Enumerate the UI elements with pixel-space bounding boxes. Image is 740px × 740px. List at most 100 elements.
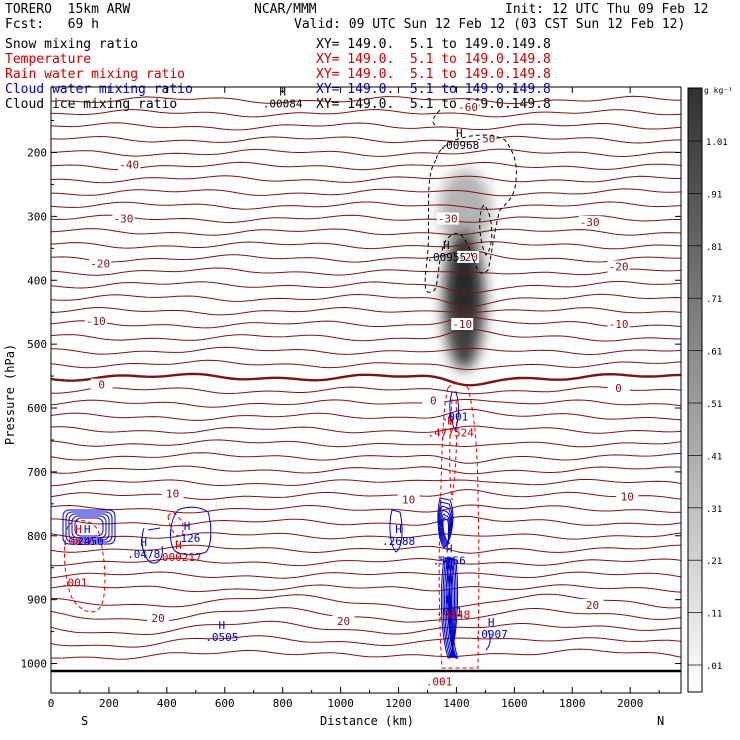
isotherm	[51, 557, 681, 567]
max-marker-h: H	[84, 523, 91, 536]
isotherm-label: 10	[621, 490, 634, 503]
isotherm-label: 10	[166, 487, 179, 500]
isotherm-label: -30	[113, 213, 133, 226]
cloud-water-contour	[440, 557, 459, 659]
cloud-water-contour	[141, 527, 163, 564]
max-marker-value: .2450	[71, 535, 104, 548]
isotherm	[51, 328, 681, 342]
max-marker-value: .001	[442, 411, 469, 424]
isotherm-label-bg	[451, 317, 474, 330]
cloud-water-contour	[438, 501, 453, 548]
x-tick-label: 800	[273, 697, 293, 710]
max-marker-value: .000217	[155, 551, 201, 564]
isotherm-label-bg	[161, 487, 184, 500]
y-tick-label: 700	[27, 466, 47, 479]
max-marker-h: H	[447, 415, 454, 428]
isotherm-label-bg	[607, 317, 630, 330]
isotherm	[51, 489, 681, 500]
isotherm	[51, 135, 681, 144]
legend-temperature-xy: XY= 149.0. 5.1 to 149.0.149.8	[316, 52, 551, 67]
isotherm	[51, 504, 681, 514]
max-marker-h: H	[75, 523, 82, 536]
isotherm	[51, 571, 681, 579]
header-center: NCAR/MMM	[254, 2, 317, 17]
colorbar-label: .81	[706, 243, 722, 253]
isotherm	[51, 201, 681, 210]
isotherm-label-bg	[147, 611, 170, 624]
cloud-water-contour	[440, 509, 451, 546]
isotherm	[51, 584, 681, 593]
cloud-ice-contour	[424, 109, 517, 293]
isotherm-label-bg	[436, 212, 459, 225]
isotherm-label-bg	[607, 381, 630, 394]
y-tick-label: 300	[27, 210, 47, 223]
isotherm-label-bg	[457, 250, 480, 263]
max-marker-value: .0907	[475, 628, 508, 641]
isotherm-label: -10	[609, 318, 629, 331]
y-tick-label: 200	[27, 147, 47, 160]
max-marker-value: .477524	[427, 427, 474, 440]
colorbar-label: 1.01	[706, 138, 728, 148]
isotherm	[51, 122, 681, 131]
isotherm-label: -60	[458, 101, 478, 114]
colorbar-label: .01	[706, 662, 722, 672]
max-marker-value: .00968	[439, 139, 479, 152]
cloud-water-contour	[445, 557, 459, 660]
isotherm	[51, 532, 681, 540]
colorbar-label: .21	[706, 557, 722, 567]
isotherm-label: 20	[152, 612, 165, 625]
max-marker-h: H	[184, 520, 191, 533]
max-marker-value: .5256	[433, 554, 466, 567]
cloud-water-contour	[62, 509, 116, 545]
cloud-water-contour	[449, 391, 459, 432]
isotherm-label: 10	[402, 494, 415, 507]
isotherm-label: -40	[119, 158, 139, 171]
max-marker-h: H	[446, 542, 453, 555]
isotherm	[51, 175, 681, 184]
isotherm-label: -20	[90, 257, 110, 270]
max-marker-value: .126	[174, 532, 201, 545]
header-valid: Valid: 09 UTC Sun 12 Feb 12 (03 CST Sun …	[294, 17, 686, 32]
isotherm	[51, 108, 681, 118]
cloud-water-contour	[74, 517, 104, 537]
isotherm-label-bg	[581, 599, 604, 612]
isotherm	[51, 249, 681, 263]
cloud-water-contour	[447, 557, 457, 659]
header-init: Init: 12 UTC Thu 09 Feb 12	[505, 2, 709, 17]
legend-rain: Rain water mixing ratio	[5, 67, 186, 82]
colorbar-label: .61	[706, 348, 722, 358]
isotherm-label: -30	[438, 213, 458, 226]
isotherm	[51, 95, 681, 105]
isotherm	[51, 214, 681, 224]
isotherm-label-bg	[112, 212, 135, 225]
max-marker-value: .0478	[127, 548, 160, 561]
legend-snow-xy: XY= 149.0. 5.1 to 149.0.149.8	[316, 37, 551, 52]
isotherm-label-bg	[89, 257, 112, 270]
legend-rain-xy: XY= 149.0. 5.1 to 149.0.149.8	[316, 67, 551, 82]
isotherm	[51, 281, 681, 294]
max-marker-h: H	[175, 539, 182, 552]
colorbar	[687, 87, 703, 693]
legend-snow: Snow mixing ratio	[5, 37, 139, 52]
rain-water-contour	[438, 383, 480, 669]
isotherm	[51, 425, 681, 434]
max-marker-value: .0505	[205, 631, 238, 644]
isotherm	[51, 346, 681, 356]
isotherm-label: 0	[98, 379, 105, 392]
header-model: TORERO 15km ARW	[5, 2, 131, 17]
cloud-water-contour	[389, 509, 403, 553]
isotherm	[51, 398, 681, 408]
isotherm-label-bg	[90, 378, 113, 391]
isotherm	[51, 452, 681, 464]
colorbar-label: .51	[706, 400, 722, 410]
cloud-water-contour	[442, 557, 457, 660]
colorbar-units: g kg⁻¹	[704, 86, 733, 95]
isotherm-label: 20	[337, 615, 350, 628]
isotherm	[51, 439, 681, 448]
cloud-water-contour	[439, 505, 452, 547]
isotherm	[51, 293, 681, 307]
y-tick-label: 1000	[21, 658, 48, 671]
x-tick-label: 1200	[385, 697, 412, 710]
max-marker-h: H	[140, 536, 147, 549]
